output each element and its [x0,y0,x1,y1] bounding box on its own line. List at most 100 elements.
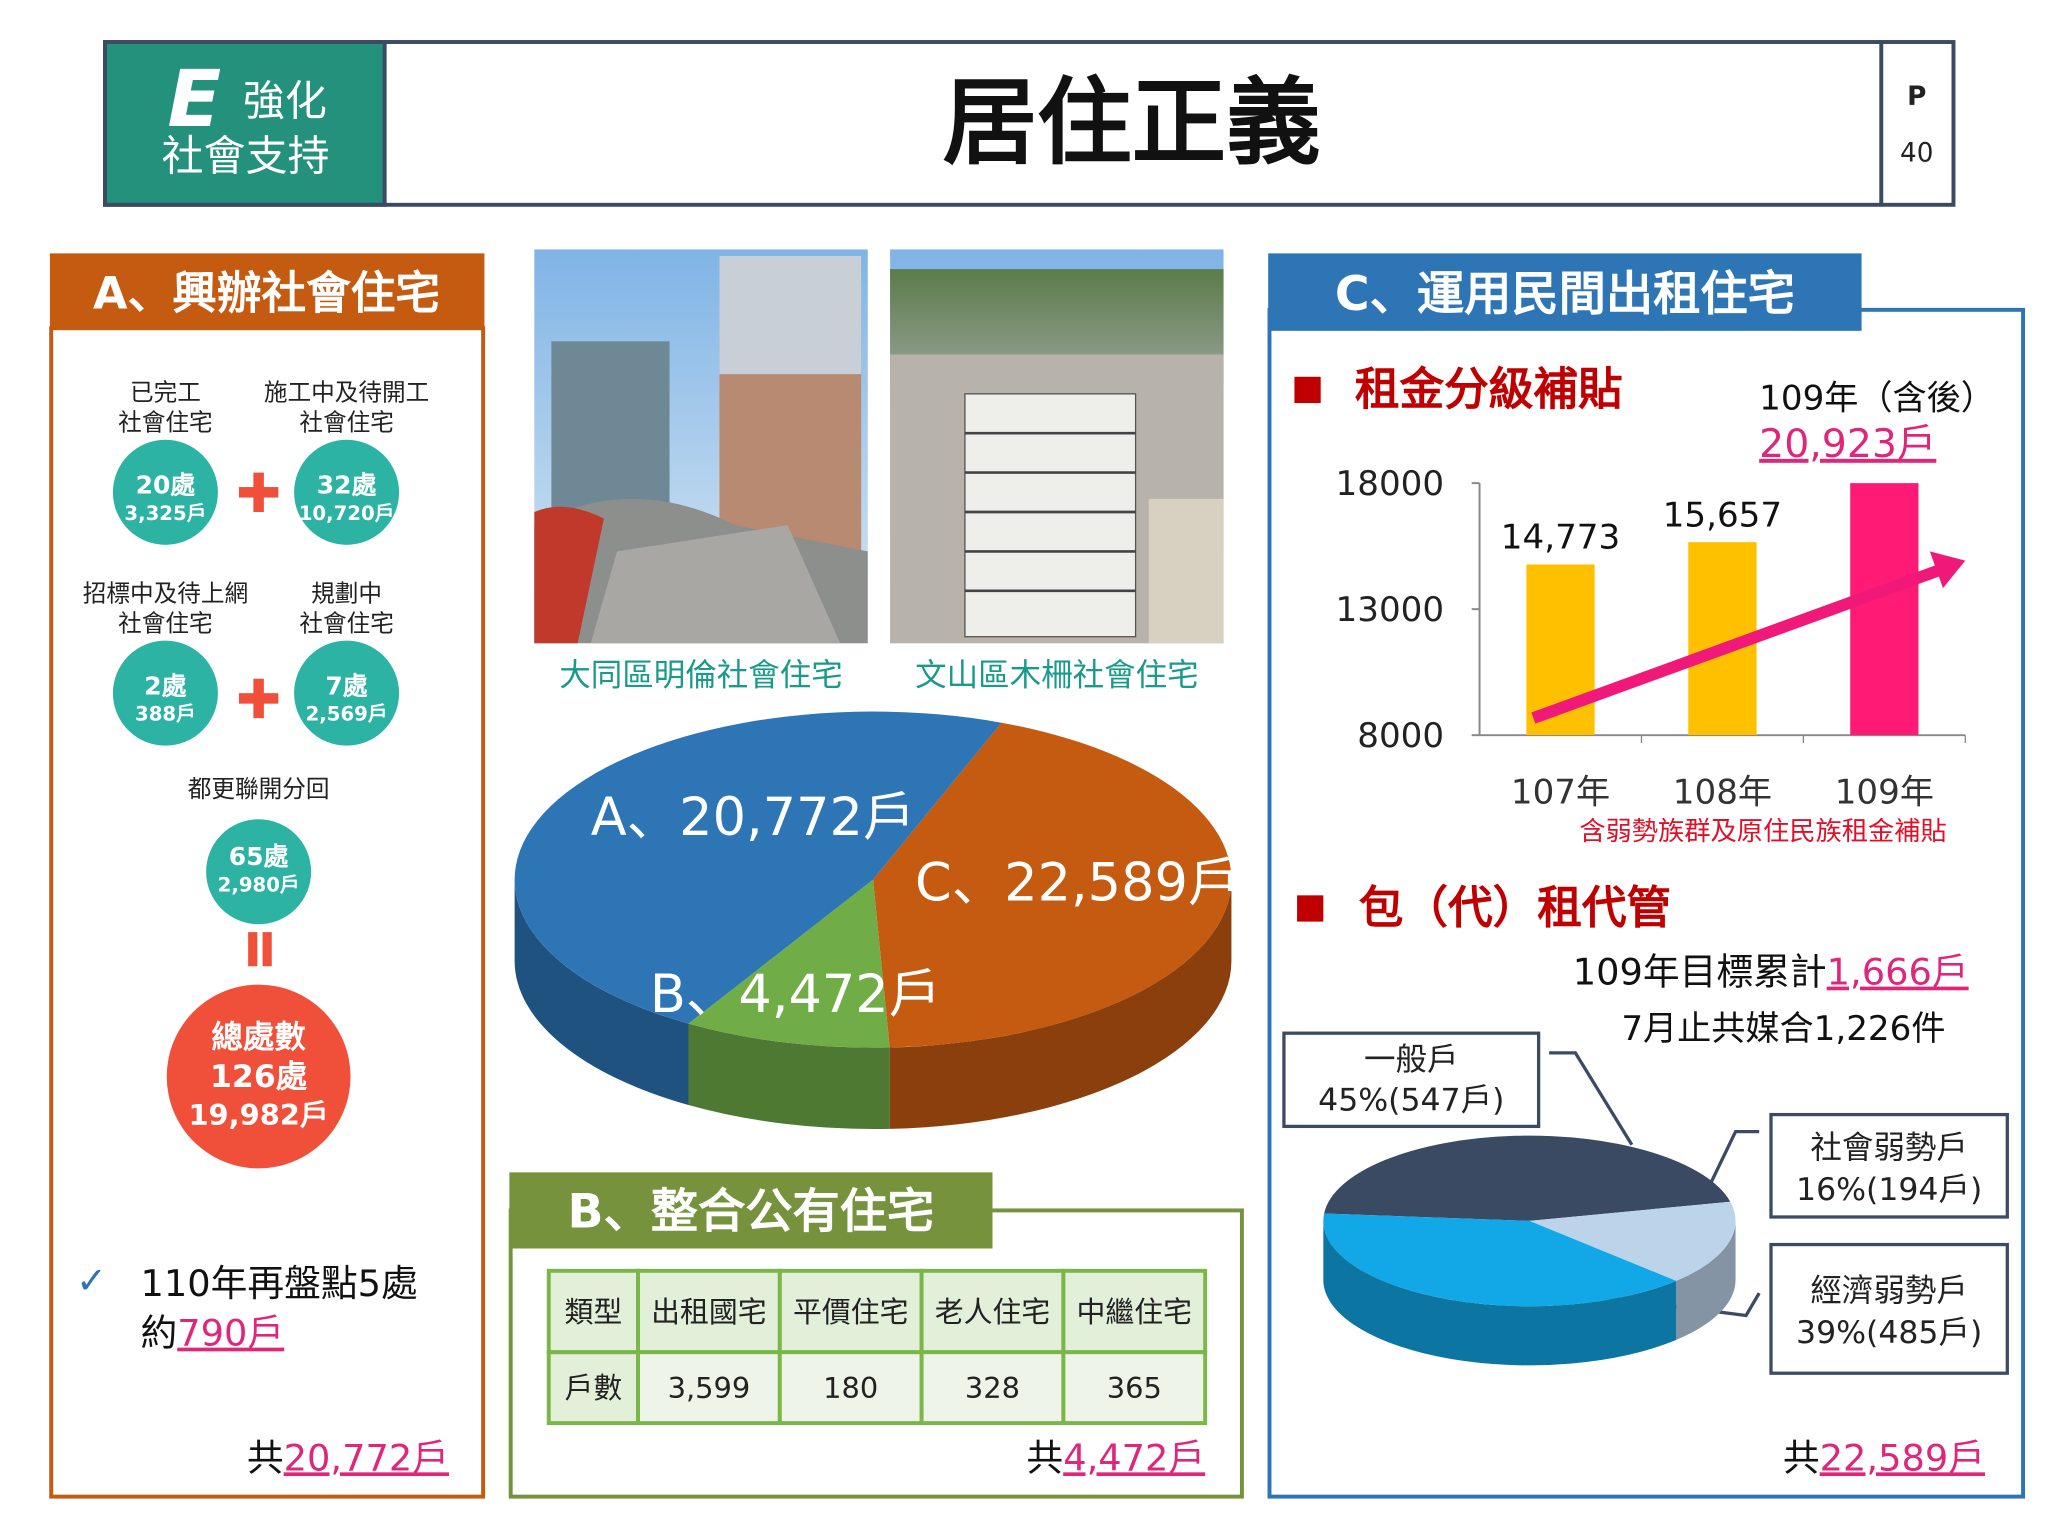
label: 3,325戶 [124,502,206,525]
label: 一般戶 [1364,1042,1459,1078]
table-text: 戶數 [565,1371,623,1405]
total-circle [166,984,351,1169]
pie-side [889,879,1232,1129]
label: 社會住宅 [299,409,394,437]
x-tick-label: 109年 [1835,772,1934,812]
sum: 共4,472戶 [1026,1436,1205,1479]
table-text: 中繼住宅 [1077,1295,1193,1329]
label: 社會住宅 [118,409,213,437]
label: 社會住宅 [118,609,213,637]
label: 16%(194戶) [1796,1172,1982,1208]
label-boxes [1282,1031,2009,1375]
note-value: 790戶 [177,1312,284,1355]
label: 7處 [325,671,367,700]
value-label: 14,773 [1501,518,1620,558]
label: 2,980戶 [218,873,300,896]
subtitle: 109年目標累計1,666戶 [1573,951,1969,994]
label: 32處 [317,471,377,500]
label: 經濟弱勢戶 [1810,1273,1968,1309]
bullet [1297,895,1324,922]
table-text: 老人住宅 [935,1295,1051,1329]
label: 總處數 [211,1020,306,1056]
table-cell [636,1268,782,1355]
section-heading: A、興辦社會住宅 [93,268,440,320]
subtitle-prefix: 109年目標累計 [1573,951,1827,994]
label: B、4,472戶 [650,964,941,1025]
label: 19,982戶 [188,1098,328,1132]
annotation: 109年（含後） [1759,379,1995,419]
pie-slice [1323,1213,1677,1307]
label: 社會住宅 [299,609,394,637]
table-text: 3,599 [668,1371,751,1405]
photo-caption: 文山區木柵社會住宅 [915,657,1199,693]
plus-signs [238,472,279,967]
sum-value: 22,589戶 [1820,1436,1985,1479]
section-b-tab [509,1172,993,1249]
table-text: 出租國宅 [651,1295,767,1329]
badge-letter: E [167,53,221,145]
table-cell [1061,1268,1208,1355]
bullet [1294,376,1321,404]
y-tick-label: 8000 [1357,716,1444,756]
site-circle [112,439,218,545]
table-cell [777,1268,924,1355]
bar [1850,483,1919,736]
header-badge [103,40,387,207]
page-number: 40 [1900,138,1933,168]
table-text: 平價住宅 [793,1295,909,1329]
chart-note: 含弱勢族群及原住民族租金補貼 [1579,817,1947,847]
label: 2處 [144,671,186,700]
check-icon: ✓ [76,1259,107,1302]
page-title: 居住正義 [943,68,1321,178]
sum-prefix: 共 [1026,1436,1063,1479]
section-heading: C、運用民間出租住宅 [1335,267,1795,322]
chart-title: 包（代）租代管 [1359,882,1671,934]
sum-prefix: 共 [247,1436,284,1479]
trend-arrow-head [1929,551,1966,589]
note: 約790戶 [140,1312,284,1355]
label: 社會弱勢戶 [1810,1130,1968,1166]
badge-text: 社會支持 [161,132,329,181]
table-text: 328 [965,1371,1020,1405]
section-c-tab [1268,253,1862,331]
note-prefix: 約 [140,1312,177,1355]
sum-value: 20,772戶 [284,1436,449,1479]
pie-side [1323,1220,1677,1366]
label: 已完工 [130,378,201,406]
chart-title: 租金分級補貼 [1355,363,1623,415]
label: 45%(547戶) [1318,1083,1504,1119]
y-tick-label: 18000 [1336,464,1445,504]
table-cell [636,1350,782,1426]
label: 126處 [210,1059,308,1095]
pie-slice [1324,1135,1731,1221]
label: C、22,589戶 [915,853,1240,914]
label: 施工中及待開工 [264,378,429,406]
table-cell [777,1350,924,1426]
value-label: 20,923戶 [1759,421,1936,467]
section-heading: B、整合公有住宅 [568,1184,935,1239]
site-circle [294,439,400,545]
pie-side [514,879,689,1106]
photo [890,249,1224,644]
label: 20處 [136,471,196,500]
page-label: P [1907,82,1926,112]
label: 2,569戶 [306,703,388,726]
label: 規劃中 [311,579,382,607]
subtitle-value: 1,666戶 [1827,951,1969,994]
photo-caption: 大同區明倫社會住宅 [559,657,843,693]
y-tick-label: 13000 [1336,590,1445,630]
badge-text: 強化 [243,77,327,126]
site-circle [206,819,312,925]
subtitle: 7月止共媒合1,226件 [1621,1009,1945,1049]
table-text: 365 [1107,1371,1162,1405]
value-label: 15,657 [1663,495,1782,535]
pie-side [1676,1220,1736,1340]
sum: 共22,589戶 [1783,1436,1985,1479]
x-tick-label: 107年 [1511,772,1610,812]
pie-slice [514,711,1002,1024]
trend-arrow [1531,564,1943,724]
x-tick-label: 108年 [1673,772,1772,812]
sum-prefix: 共 [1783,1436,1820,1479]
